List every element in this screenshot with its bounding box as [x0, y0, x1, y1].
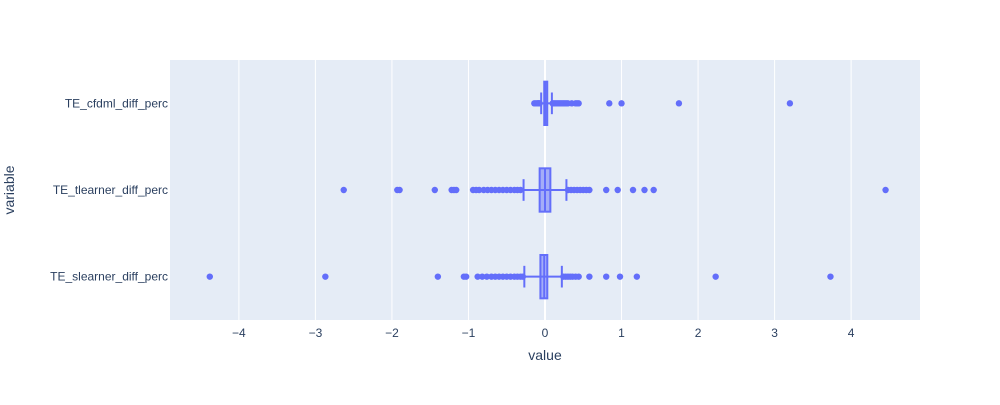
outlier-point	[603, 186, 610, 194]
outlier-point	[618, 100, 625, 107]
outlier-point	[629, 186, 637, 194]
x-tick-label: 1	[618, 326, 625, 340]
outlier-point	[616, 273, 624, 280]
outlier-point	[614, 186, 621, 194]
box-series	[531, 80, 794, 126]
outlier-point	[519, 273, 527, 280]
outlier-point	[633, 273, 641, 280]
box-layer	[206, 80, 889, 300]
outlier-point	[479, 273, 486, 280]
x-tick-label: −4	[232, 326, 246, 340]
x-tick-label: −2	[385, 326, 399, 340]
outlier-point	[827, 273, 834, 280]
x-tick-labels: −4 −3 −2 −1 0 1 2 3 4	[232, 326, 855, 340]
outlier-point	[431, 186, 438, 194]
outlier-point	[575, 273, 582, 280]
outlier-point	[475, 186, 483, 194]
x-tick-label: 0	[542, 326, 549, 340]
outlier-point	[675, 100, 683, 107]
outlier-point	[517, 186, 524, 194]
x-tick-label: 2	[695, 326, 702, 340]
outlier-point	[603, 273, 610, 280]
outlier-point	[206, 273, 213, 280]
outlier-point	[322, 273, 329, 280]
outlier-point	[434, 273, 442, 280]
outlier-point	[882, 186, 889, 194]
y-tick-label: TE_cfdml_diff_perc	[65, 96, 168, 110]
box-series	[206, 254, 834, 300]
x-axis-title: value	[528, 347, 562, 363]
box-series	[340, 167, 889, 213]
outlier-point	[786, 100, 794, 107]
outlier-point	[606, 100, 613, 107]
y-tick-labels: TE_cfdml_diff_perc TE_tlearner_diff_perc T…	[50, 96, 168, 283]
outlier-point	[340, 186, 347, 194]
outlier-point	[575, 100, 582, 107]
outlier-point	[536, 100, 543, 107]
x-tick-label: 4	[848, 326, 855, 340]
grid-lines	[238, 60, 852, 320]
outlier-point	[586, 273, 593, 280]
outlier-point	[462, 273, 470, 280]
outlier-point	[483, 273, 491, 280]
x-tick-label: −3	[309, 326, 323, 340]
outlier-point	[474, 273, 481, 280]
outlier-point	[641, 186, 648, 194]
x-tick-label: 3	[771, 326, 778, 340]
outlier-point	[453, 186, 460, 194]
outlier-point	[396, 186, 403, 194]
x-tick-label: −1	[462, 326, 476, 340]
y-tick-label: TE_tlearner_diff_perc	[53, 183, 168, 197]
outlier-point	[650, 186, 657, 194]
y-tick-label: TE_slearner_diff_perc	[50, 270, 168, 284]
outlier-point	[586, 186, 593, 194]
outlier-point	[712, 273, 719, 280]
y-axis-title: variable	[1, 165, 17, 214]
